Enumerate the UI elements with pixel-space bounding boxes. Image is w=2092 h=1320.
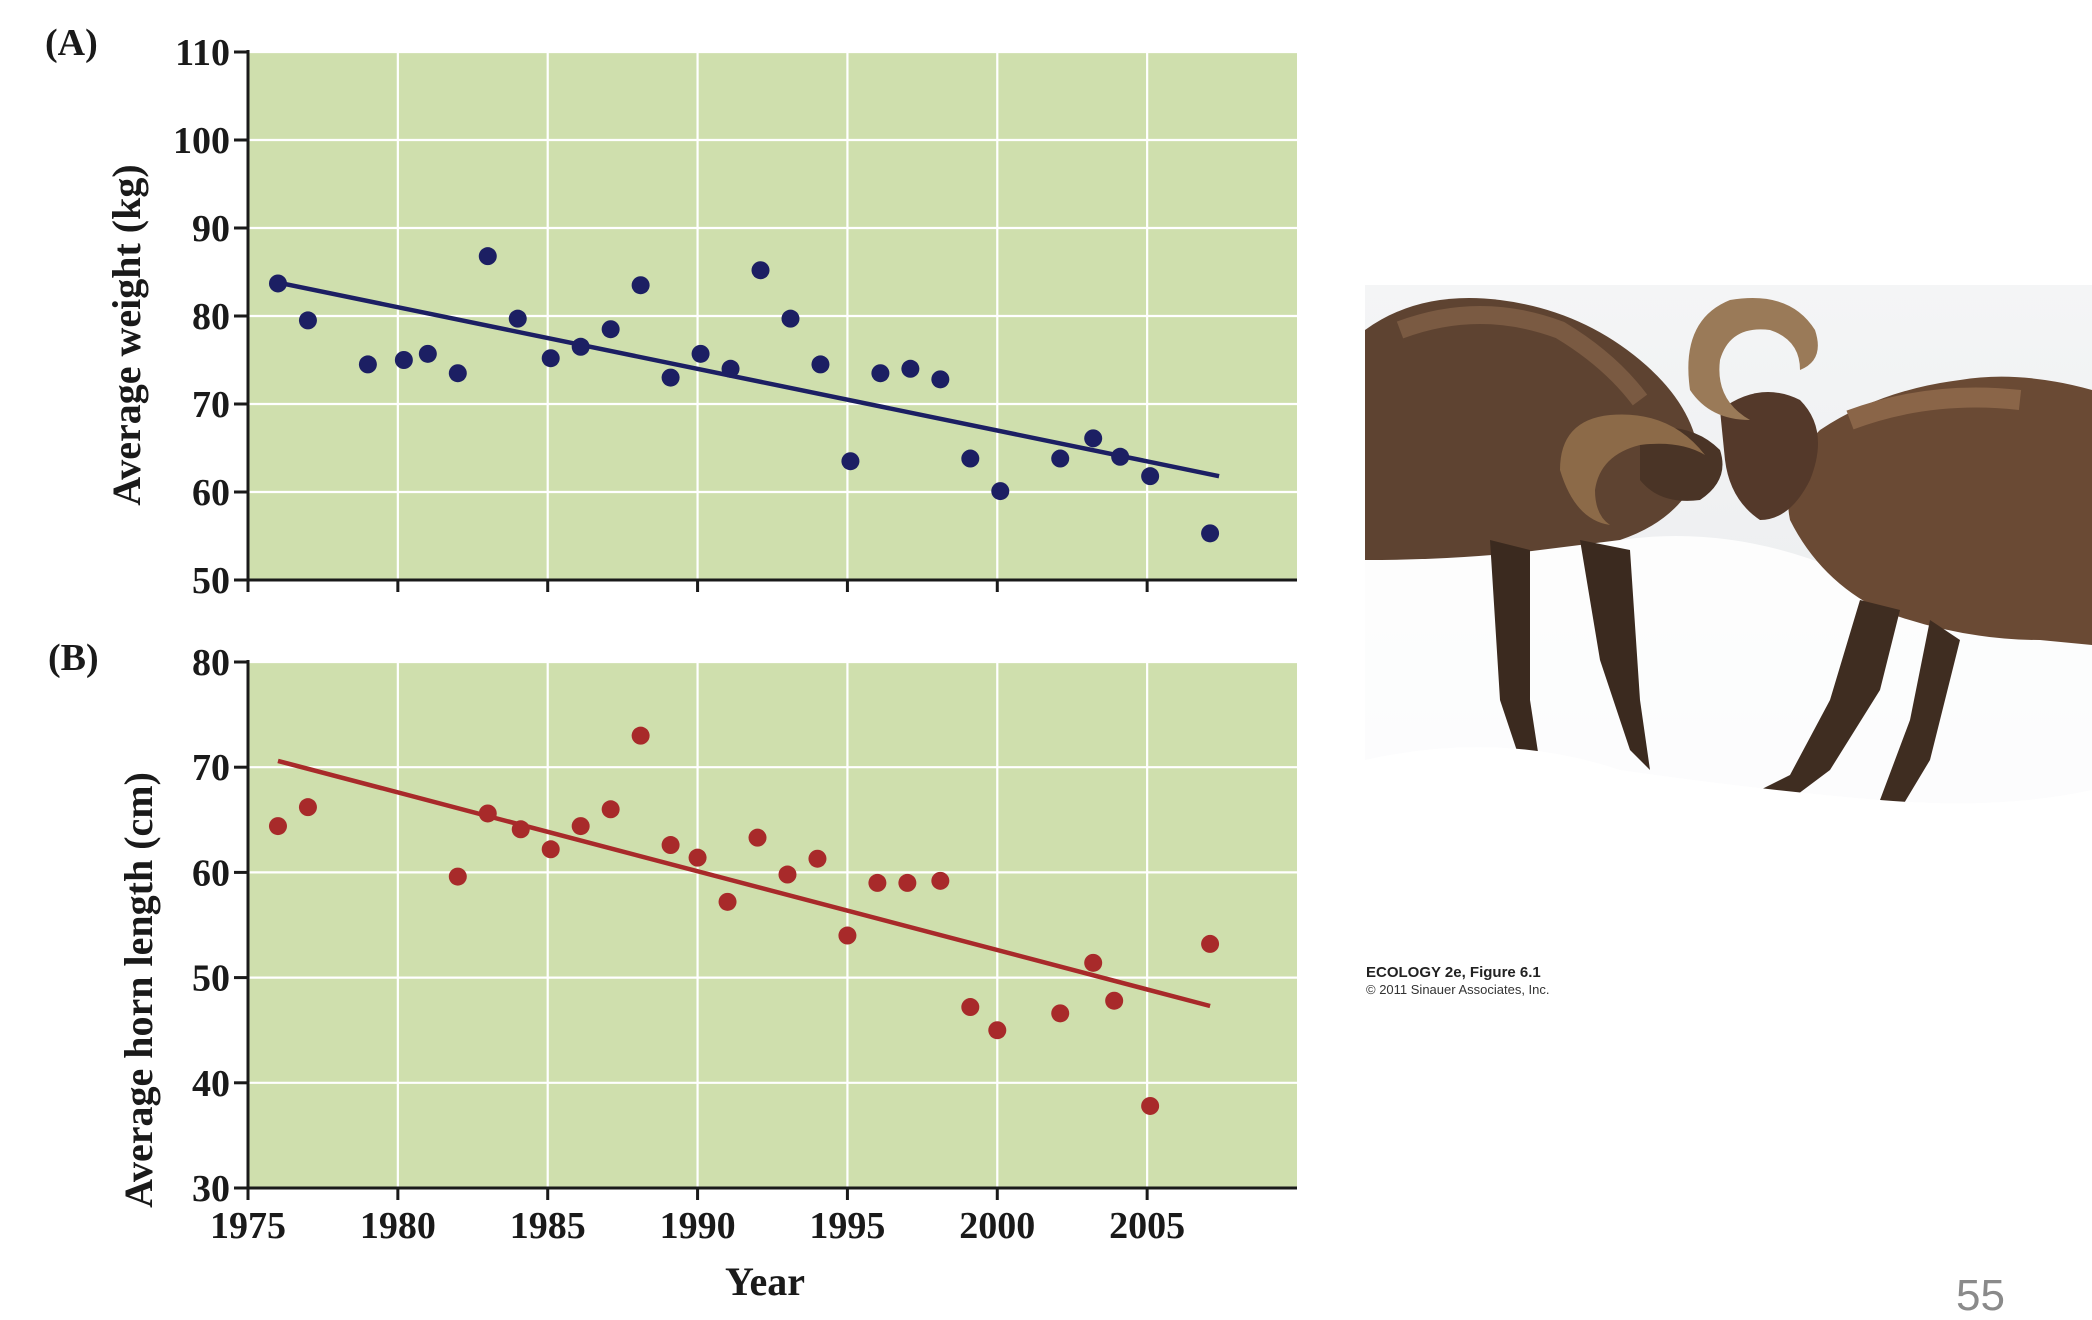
y-tick-label: 100 [173, 120, 230, 162]
x-tick-label: 1990 [660, 1205, 736, 1247]
data-point [988, 1021, 1007, 1040]
y-tick-label: 60 [192, 852, 230, 894]
data-point [631, 726, 650, 745]
x-tick-label: 2005 [1109, 1205, 1185, 1247]
data-point [841, 452, 860, 471]
data-point [781, 309, 800, 328]
data-point [691, 344, 710, 363]
slide-number: 55 [1956, 1271, 2005, 1320]
data-point [751, 261, 770, 280]
y-tick-label: 40 [192, 1063, 230, 1105]
chart-panel-a: (A) Average weight (kg) 50 60 70 80 90 100 110 [45, 22, 1297, 602]
plot-area-b [248, 662, 1297, 1188]
trendline-a [277, 280, 1220, 479]
data-point [394, 351, 413, 369]
data-point [931, 370, 950, 389]
data-point [358, 355, 377, 374]
y-tick-label: 50 [192, 560, 230, 602]
x-axis-title-b: Year [725, 1259, 805, 1304]
data-point [1084, 429, 1103, 448]
trendline-b [277, 758, 1211, 1009]
data-point [571, 337, 590, 356]
y-axis-title-a: Average weight (kg) [104, 164, 149, 505]
data-point [631, 276, 650, 295]
data-point [961, 449, 980, 468]
data-point [1141, 467, 1160, 486]
data-point [268, 817, 287, 836]
y-tick-label: 80 [192, 296, 230, 338]
photo-caption: ECOLOGY 2e, Figure 6.1 [1366, 964, 1541, 981]
data-point [1201, 934, 1220, 953]
data-point [1201, 524, 1220, 543]
data-point [541, 840, 560, 859]
data-point [931, 871, 950, 890]
data-point [748, 828, 767, 847]
data-point [688, 848, 707, 867]
data-point [1105, 991, 1124, 1010]
data-point [508, 309, 527, 328]
data-point [661, 836, 680, 855]
panel-label-b: (B) [48, 637, 99, 679]
y-tick-label: 110 [175, 32, 230, 74]
data-point [898, 873, 917, 892]
x-tick-label: 1995 [809, 1205, 885, 1247]
data-point [571, 817, 590, 836]
y-tick-label: 60 [192, 472, 230, 514]
y-tick-label: 90 [192, 208, 230, 250]
data-point [1051, 1004, 1070, 1023]
grid-b [248, 660, 1297, 1188]
data-point [298, 798, 317, 817]
chart-panel-b: (B) Average horn length (cm) Year 30 40 50… [48, 637, 1297, 1304]
data-point [901, 359, 920, 378]
y-tick-label: 30 [192, 1168, 230, 1210]
panel-label-a: (A) [45, 22, 98, 64]
x-tick-label: 1985 [510, 1205, 586, 1247]
data-point [808, 849, 827, 868]
data-point [721, 359, 740, 378]
data-point [961, 998, 980, 1017]
data-point [1051, 449, 1070, 468]
data-point [601, 320, 620, 339]
data-point [511, 820, 530, 839]
y-axis-title-b: Average horn length (cm) [116, 772, 161, 1208]
y-tick-label: 70 [192, 384, 230, 426]
data-point [838, 926, 857, 945]
bighorn-rams-photo [1365, 285, 2092, 955]
data-point [1141, 1096, 1160, 1115]
data-point [478, 804, 497, 823]
data-point [448, 867, 467, 886]
data-point [268, 274, 287, 293]
data-point [991, 482, 1010, 501]
y-tick-label: 70 [192, 747, 230, 789]
data-point [871, 364, 890, 383]
data-point [448, 364, 467, 383]
x-tick-label: 1975 [210, 1205, 286, 1247]
data-point [601, 800, 620, 819]
data-point [778, 865, 797, 884]
photo-copyright: © 2011 Sinauer Associates, Inc. [1366, 982, 1550, 997]
data-point [418, 344, 437, 363]
data-point [1111, 447, 1130, 466]
data-point [868, 873, 887, 892]
y-tick-label: 50 [192, 958, 230, 1000]
data-point [661, 368, 680, 387]
x-tick-label: 2000 [959, 1205, 1035, 1247]
data-point [298, 311, 317, 330]
data-point [1084, 953, 1103, 972]
data-point [718, 892, 737, 911]
data-point [811, 355, 830, 374]
x-tick-label: 1980 [360, 1205, 436, 1247]
data-point [541, 349, 560, 368]
data-point [478, 247, 497, 266]
y-tick-label: 80 [192, 642, 230, 684]
